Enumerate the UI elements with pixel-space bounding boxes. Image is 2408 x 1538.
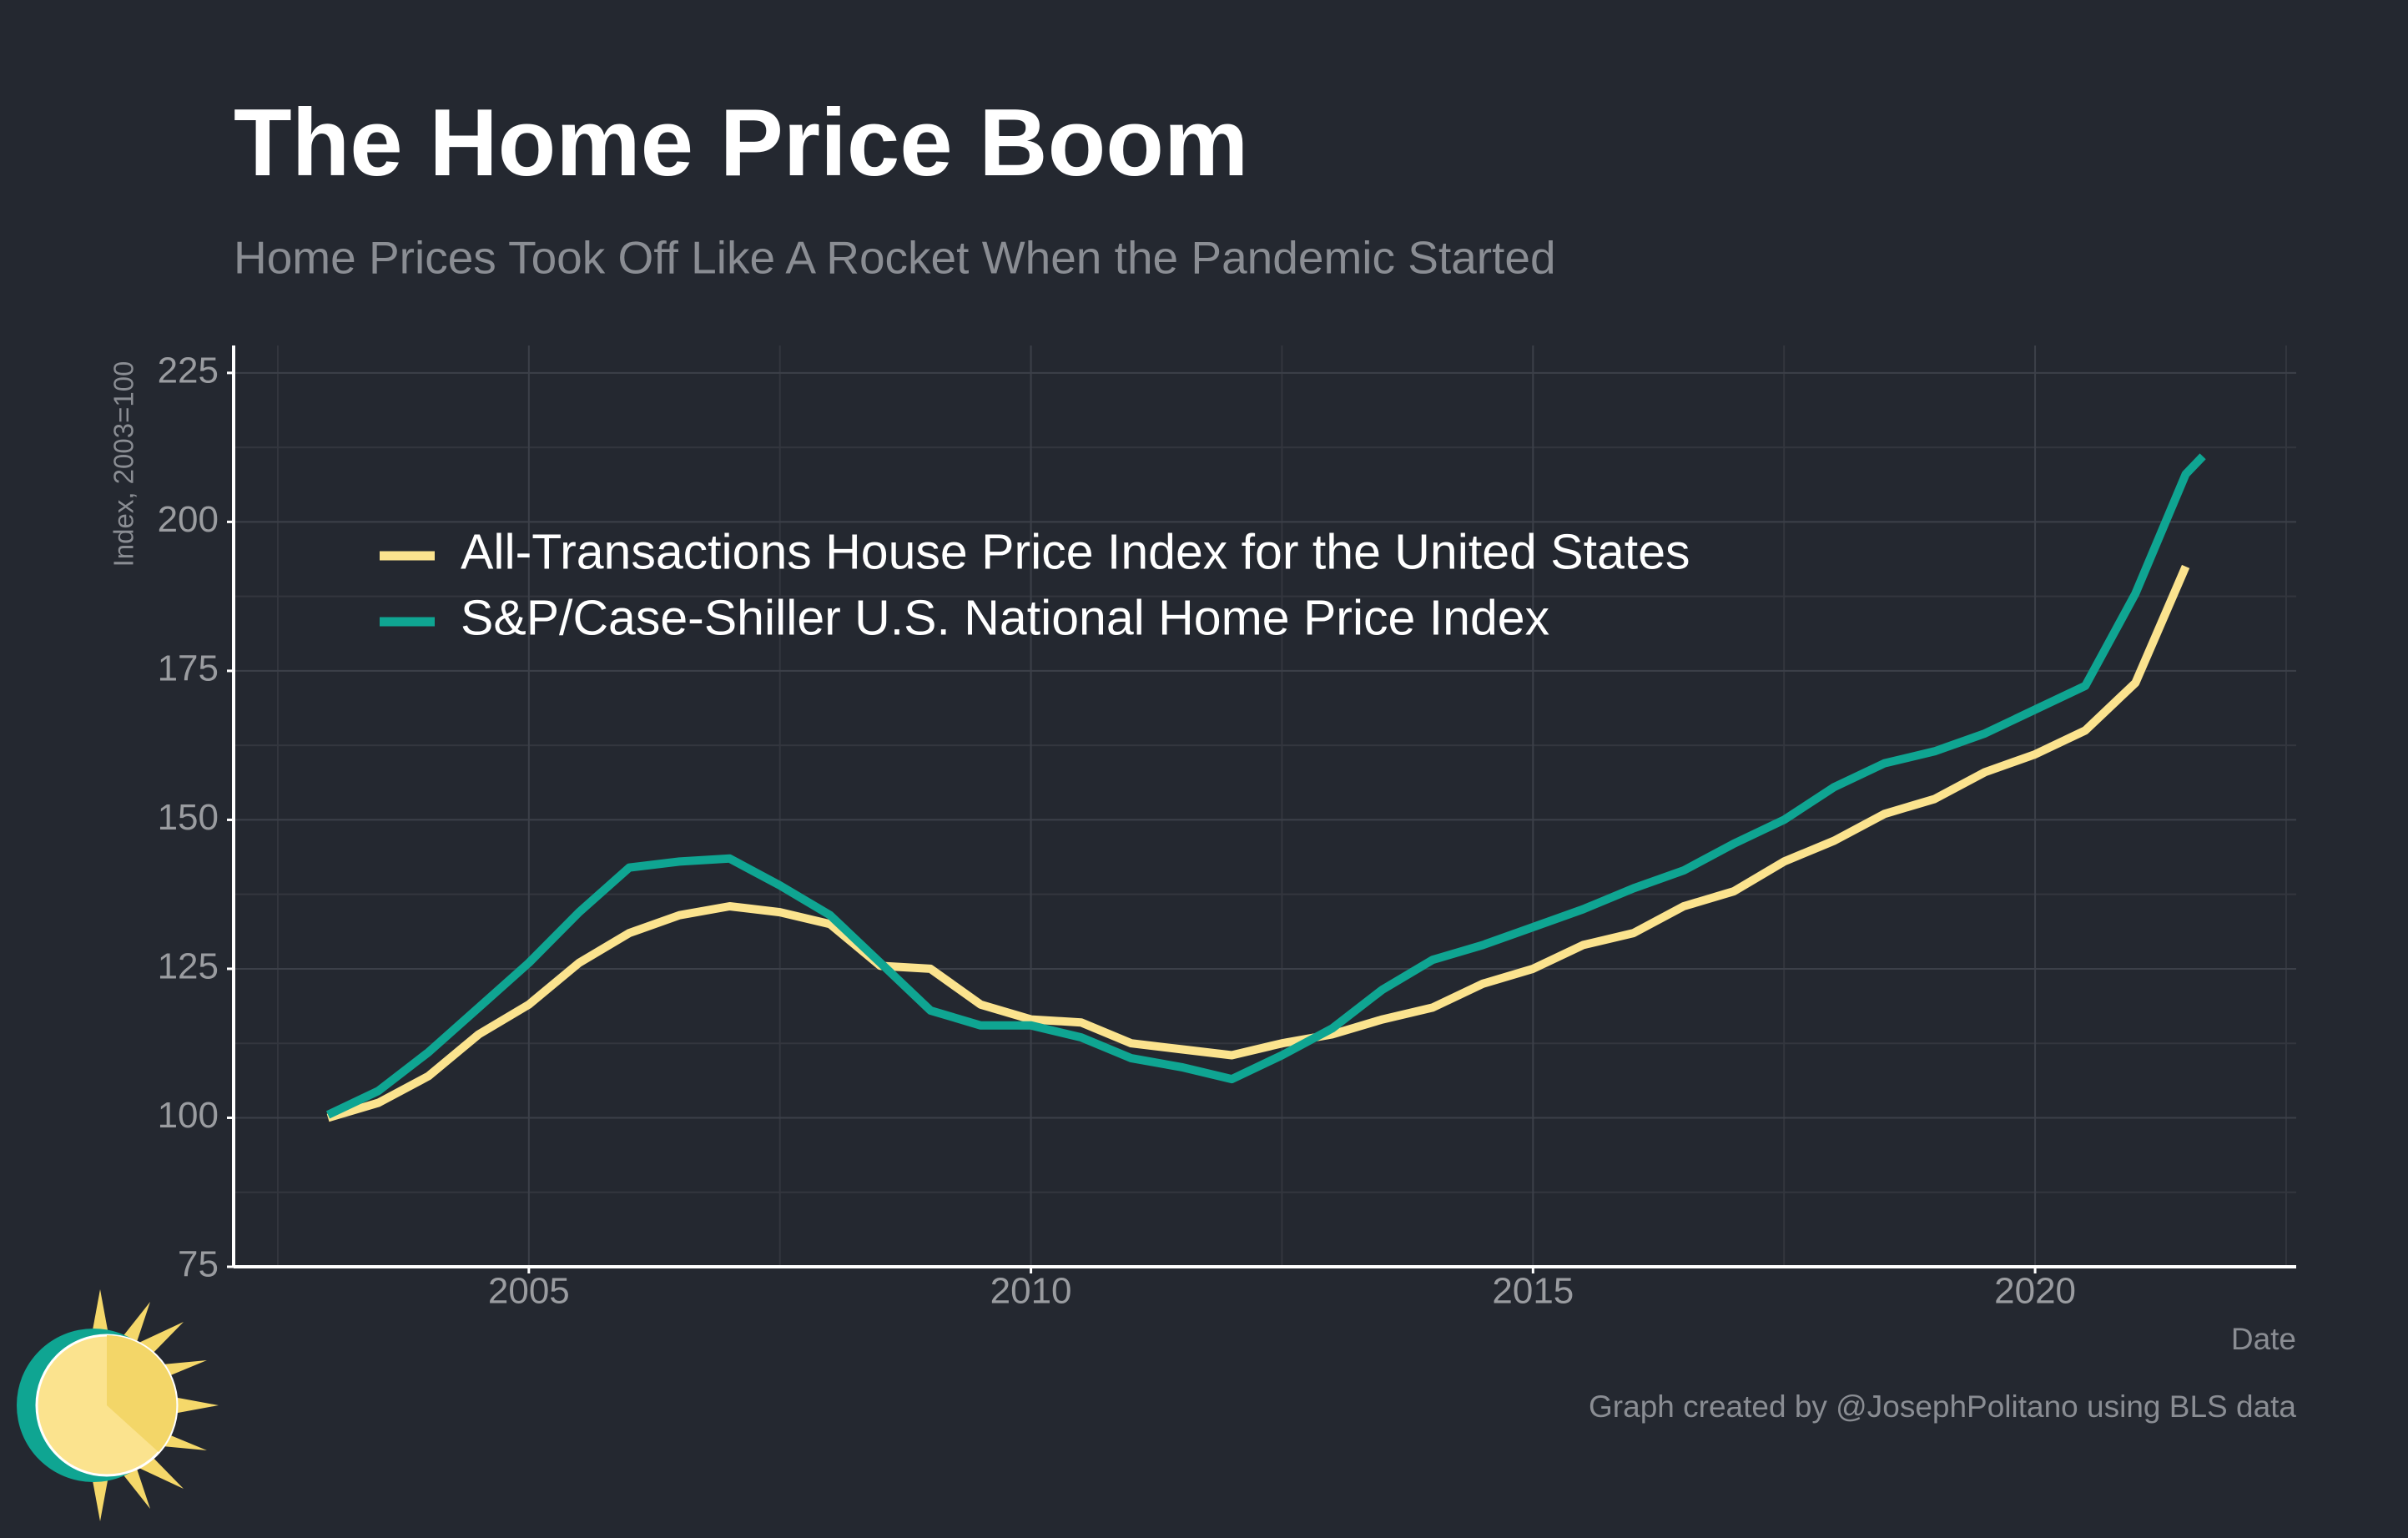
x-axis-label: Date bbox=[2231, 1322, 2296, 1356]
x-tick-label: 2015 bbox=[1492, 1271, 1574, 1312]
caption: Graph created by @JosephPolitano using B… bbox=[1589, 1389, 2296, 1424]
y-tick-label: 225 bbox=[158, 350, 219, 391]
chart-subtitle: Home Prices Took Off Like A Rocket When … bbox=[234, 232, 1556, 284]
y-tick-label: 200 bbox=[158, 499, 219, 540]
y-axis-label: Index, 2003=100 bbox=[108, 361, 139, 567]
series-line bbox=[325, 453, 2206, 1119]
legend-label: All-Transactions House Price Index for t… bbox=[461, 525, 1690, 580]
logo bbox=[17, 1289, 219, 1521]
y-tick-label: 175 bbox=[158, 648, 219, 689]
legend-label: S&P/Case-Shiller U.S. National Home Pric… bbox=[461, 591, 1549, 646]
y-tick-label: 150 bbox=[158, 797, 219, 838]
y-tick-label: 125 bbox=[158, 946, 219, 987]
x-tick-label: 2020 bbox=[1994, 1271, 2076, 1312]
y-tick-label: 100 bbox=[158, 1095, 219, 1136]
x-tick-label: 2005 bbox=[488, 1271, 570, 1312]
y-tick-label: 75 bbox=[178, 1244, 219, 1285]
chart-title: The Home Price Boom bbox=[234, 90, 1248, 196]
x-tick-label: 2010 bbox=[990, 1271, 1072, 1312]
series-line bbox=[326, 564, 2190, 1122]
